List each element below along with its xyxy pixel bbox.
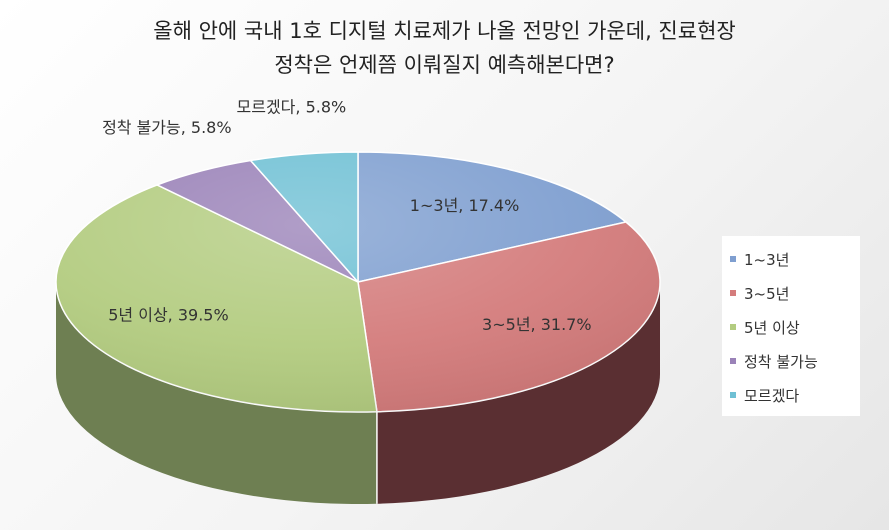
legend-label: 정착 불가능 bbox=[744, 352, 818, 371]
chart-title-line-2: 정착은 언제쯤 이뤄질지 예측해본다면? bbox=[274, 53, 615, 77]
chart-title: 올해 안에 국내 1호 디지털 치료제가 나올 전망인 가운데, 진료현장 정착… bbox=[0, 14, 889, 82]
legend-label: 모르겠다 bbox=[744, 386, 800, 405]
slice-1-3--label: 1~3년, 17.4% bbox=[410, 196, 520, 215]
legend-swatch bbox=[730, 324, 736, 330]
pie-slices bbox=[55, 151, 661, 413]
legend-swatch bbox=[730, 256, 736, 262]
legend-label: 3~5년 bbox=[744, 284, 790, 303]
slice-3-5--label: 3~5년, 31.7% bbox=[482, 315, 592, 334]
legend-swatch bbox=[730, 358, 736, 364]
legend-swatch bbox=[730, 290, 736, 296]
slice-5--label: 5년 이상, 39.5% bbox=[108, 306, 228, 325]
legend-item-5-plus: 5년 이상 bbox=[730, 310, 852, 344]
slice---label: 모르겠다, 5.8% bbox=[237, 98, 347, 117]
legend: 1~3년 3~5년 5년 이상 정착 불가능 모르겠다 bbox=[722, 236, 860, 416]
slice---label: 정착 불가능, 5.8% bbox=[102, 118, 232, 137]
legend-label: 5년 이상 bbox=[744, 318, 800, 337]
slice-5--side bbox=[56, 282, 377, 504]
chart-title-line-1: 올해 안에 국내 1호 디지털 치료제가 나올 전망인 가운데, 진료현장 bbox=[153, 19, 736, 43]
legend-item-impossible: 정착 불가능 bbox=[730, 344, 852, 378]
legend-item-1-3: 1~3년 bbox=[730, 242, 852, 276]
legend-item-unknown: 모르겠다 bbox=[730, 378, 852, 412]
legend-swatch bbox=[730, 392, 736, 398]
slice-labels: 1~3년, 17.4% 3~5년, 31.7% 5년 이상, 39.5% 정착 불가능… bbox=[102, 98, 591, 334]
legend-item-3-5: 3~5년 bbox=[730, 276, 852, 310]
legend-label: 1~3년 bbox=[744, 250, 790, 269]
